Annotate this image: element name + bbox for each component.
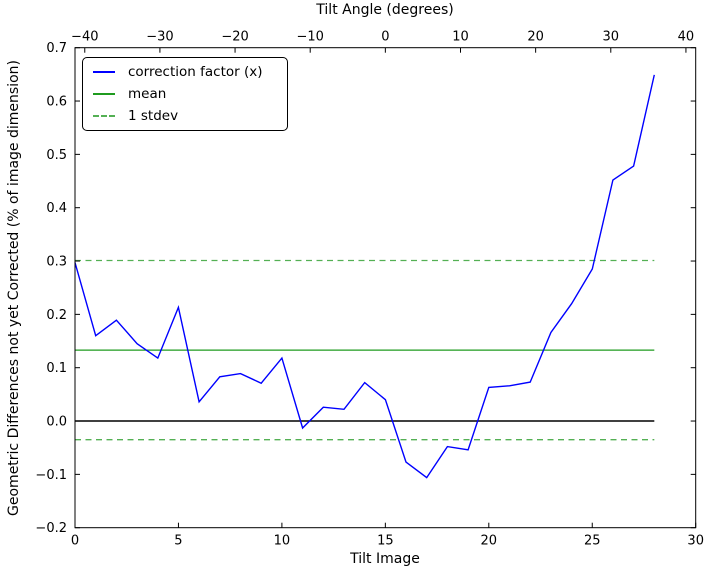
bottom-axis-title: Tilt Image xyxy=(350,551,420,567)
y-tick-label: 0.3 xyxy=(46,255,67,270)
y-tick-label: 0.7 xyxy=(46,41,67,56)
top-tick-label: −40 xyxy=(71,30,98,45)
legend-key-line-green-dashed xyxy=(93,115,115,117)
left-axis-title: Geometric Differences not yet Corrected … xyxy=(6,60,22,516)
legend-key-line-blue xyxy=(93,71,115,73)
legend-label-stdev: 1 stdev xyxy=(128,108,179,124)
top-axis-title: Tilt Angle (degrees) xyxy=(316,2,454,18)
y-tick-label: 0.1 xyxy=(46,361,67,376)
legend-label-mean: mean xyxy=(128,86,167,102)
y-tick-label: 0.5 xyxy=(46,148,67,163)
y-tick-label: −0.2 xyxy=(35,521,67,536)
x-tick-label: 10 xyxy=(274,534,291,549)
legend-label-correction-factor: correction factor (x) xyxy=(128,64,263,80)
legend: correction factor (x) mean 1 stdev xyxy=(82,57,288,131)
y-tick-label: 0.4 xyxy=(46,201,67,216)
y-tick-label: 0.6 xyxy=(46,95,67,110)
y-tick-label: −0.1 xyxy=(35,468,67,483)
top-tick-label: −30 xyxy=(146,30,173,45)
y-tick-label: 0.2 xyxy=(46,308,67,323)
x-tick-label: 20 xyxy=(481,534,498,549)
x-tick-label: 0 xyxy=(71,534,79,549)
legend-entry-correction-factor: correction factor (x) xyxy=(93,61,279,83)
top-tick-label: −20 xyxy=(221,30,248,45)
top-tick-label: 20 xyxy=(527,30,544,45)
top-tick-label: 40 xyxy=(678,30,695,45)
top-tick-label: −10 xyxy=(296,30,323,45)
x-tick-label: 15 xyxy=(377,534,394,549)
top-tick-label: 10 xyxy=(452,30,469,45)
x-tick-label: 25 xyxy=(584,534,601,549)
legend-entry-mean: mean xyxy=(93,83,279,105)
top-tick-label: 30 xyxy=(603,30,620,45)
correction-factor-line xyxy=(74,74,655,479)
x-tick-label: 30 xyxy=(687,534,704,549)
top-tick-label: 0 xyxy=(381,30,389,45)
y-tick-label: 0.0 xyxy=(46,415,67,430)
legend-key-line-green-solid xyxy=(93,93,115,95)
x-tick-label: 5 xyxy=(174,534,182,549)
legend-entry-stdev: 1 stdev xyxy=(93,105,279,127)
